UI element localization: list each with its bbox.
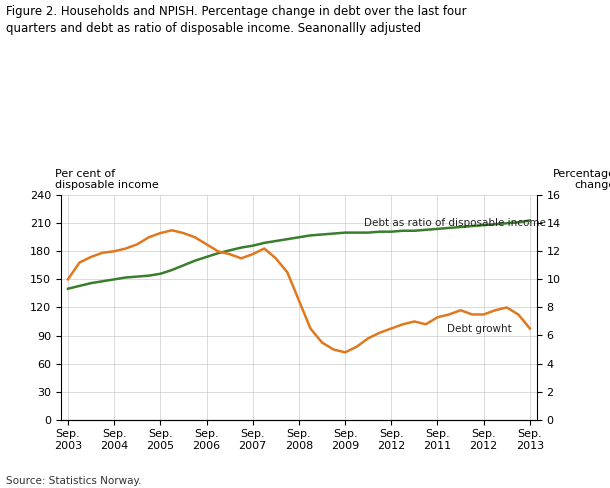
Text: Source: Statistics Norway.: Source: Statistics Norway. [6, 476, 142, 486]
Text: Debt growht: Debt growht [447, 324, 511, 334]
Text: Per cent of
disposable income: Per cent of disposable income [55, 169, 159, 190]
Text: Percentage
change: Percentage change [553, 169, 610, 190]
Text: Figure 2. Households and NPISH. Percentage change in debt over the last four
qua: Figure 2. Households and NPISH. Percenta… [6, 5, 467, 35]
Text: Debt as ratio of disposable income: Debt as ratio of disposable income [364, 218, 545, 228]
